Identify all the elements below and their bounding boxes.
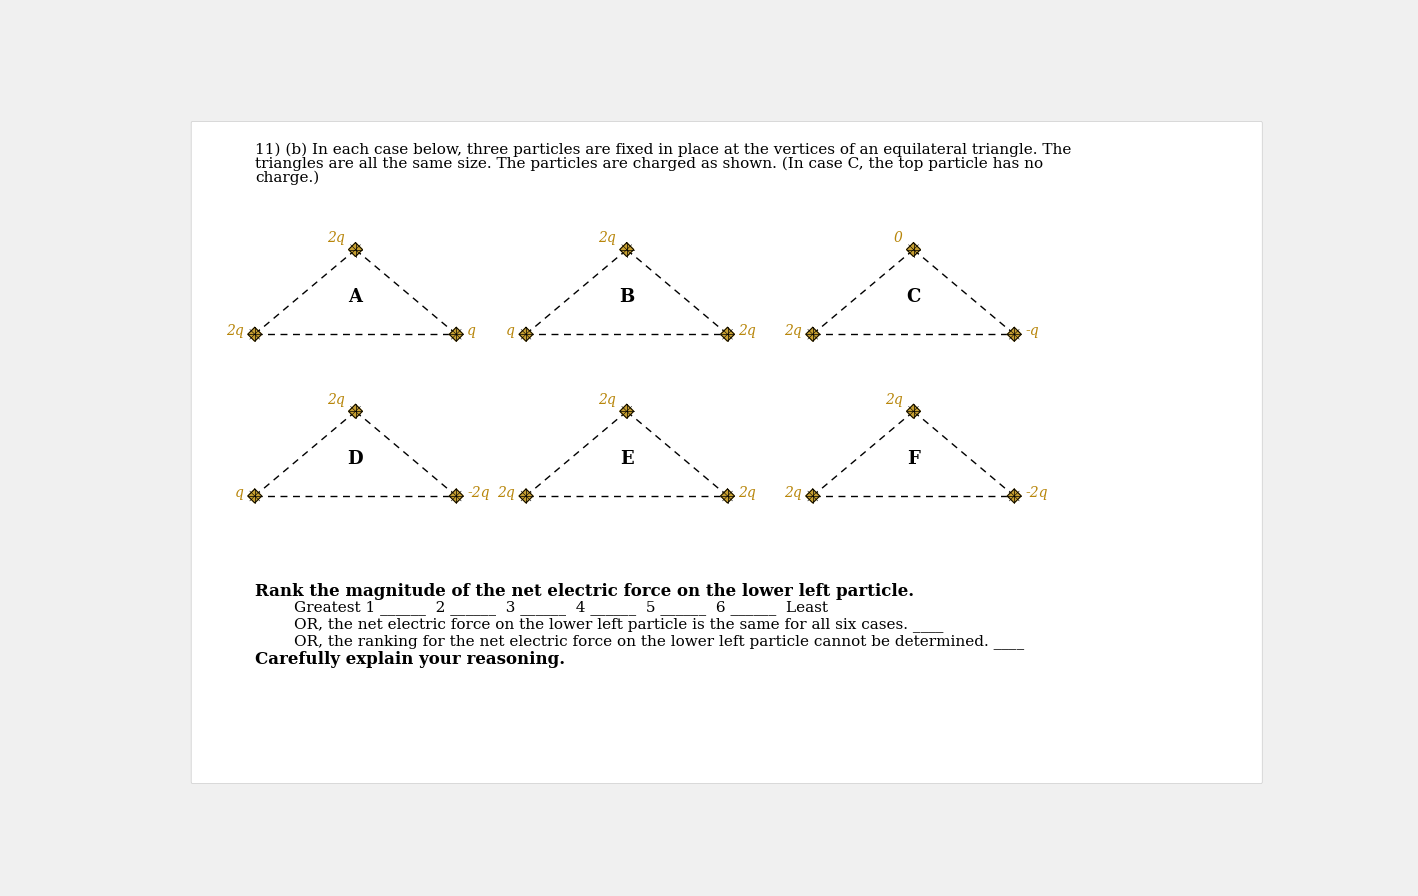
Polygon shape xyxy=(620,243,634,256)
Text: 2q: 2q xyxy=(739,486,756,500)
FancyBboxPatch shape xyxy=(191,121,1262,784)
Text: 2q: 2q xyxy=(328,392,345,407)
Text: 2q: 2q xyxy=(739,324,756,338)
Text: 2q: 2q xyxy=(598,392,615,407)
Text: charge.): charge.) xyxy=(255,170,319,185)
Polygon shape xyxy=(720,327,735,341)
Polygon shape xyxy=(248,327,262,341)
Text: A: A xyxy=(349,288,363,306)
Text: q: q xyxy=(506,324,515,338)
Text: OR, the net electric force on the lower left particle is the same for all six ca: OR, the net electric force on the lower … xyxy=(294,617,943,633)
Text: D: D xyxy=(347,450,363,468)
Text: Carefully explain your reasoning.: Carefully explain your reasoning. xyxy=(255,651,564,668)
Polygon shape xyxy=(620,404,634,418)
Polygon shape xyxy=(349,243,363,256)
Polygon shape xyxy=(1007,489,1021,503)
Polygon shape xyxy=(450,327,464,341)
Text: 11) (b) In each case below, three particles are fixed in place at the vertices o: 11) (b) In each case below, three partic… xyxy=(255,143,1071,158)
Polygon shape xyxy=(805,327,820,341)
Polygon shape xyxy=(519,489,533,503)
Text: Rank the magnitude of the net electric force on the lower left particle.: Rank the magnitude of the net electric f… xyxy=(255,583,913,600)
Text: 2q: 2q xyxy=(225,324,244,338)
Text: 2q: 2q xyxy=(328,231,345,245)
Text: 2q: 2q xyxy=(498,486,515,500)
Polygon shape xyxy=(906,404,920,418)
Text: C: C xyxy=(906,288,920,306)
Polygon shape xyxy=(349,404,363,418)
Text: 2q: 2q xyxy=(598,231,615,245)
Polygon shape xyxy=(720,489,735,503)
Text: Greatest 1 ______  2 ______  3 ______  4 ______  5 ______  6 ______  Least: Greatest 1 ______ 2 ______ 3 ______ 4 __… xyxy=(294,600,828,616)
Text: B: B xyxy=(620,288,634,306)
Text: 2q: 2q xyxy=(885,392,903,407)
Text: 2q: 2q xyxy=(784,324,803,338)
Text: triangles are all the same size. The particles are charged as shown. (In case C,: triangles are all the same size. The par… xyxy=(255,157,1042,171)
Polygon shape xyxy=(906,243,920,256)
Polygon shape xyxy=(248,489,262,503)
Text: F: F xyxy=(908,450,920,468)
Text: -q: -q xyxy=(1025,324,1039,338)
Text: q: q xyxy=(467,324,476,338)
Text: -2q: -2q xyxy=(467,486,489,500)
Text: q: q xyxy=(235,486,244,500)
Polygon shape xyxy=(805,489,820,503)
Polygon shape xyxy=(450,489,464,503)
Polygon shape xyxy=(519,327,533,341)
Text: 2q: 2q xyxy=(784,486,803,500)
Text: -2q: -2q xyxy=(1025,486,1048,500)
Polygon shape xyxy=(1007,327,1021,341)
Text: OR, the ranking for the net electric force on the lower left particle cannot be : OR, the ranking for the net electric for… xyxy=(294,634,1024,649)
Text: E: E xyxy=(620,450,634,468)
Text: 0: 0 xyxy=(893,231,903,245)
